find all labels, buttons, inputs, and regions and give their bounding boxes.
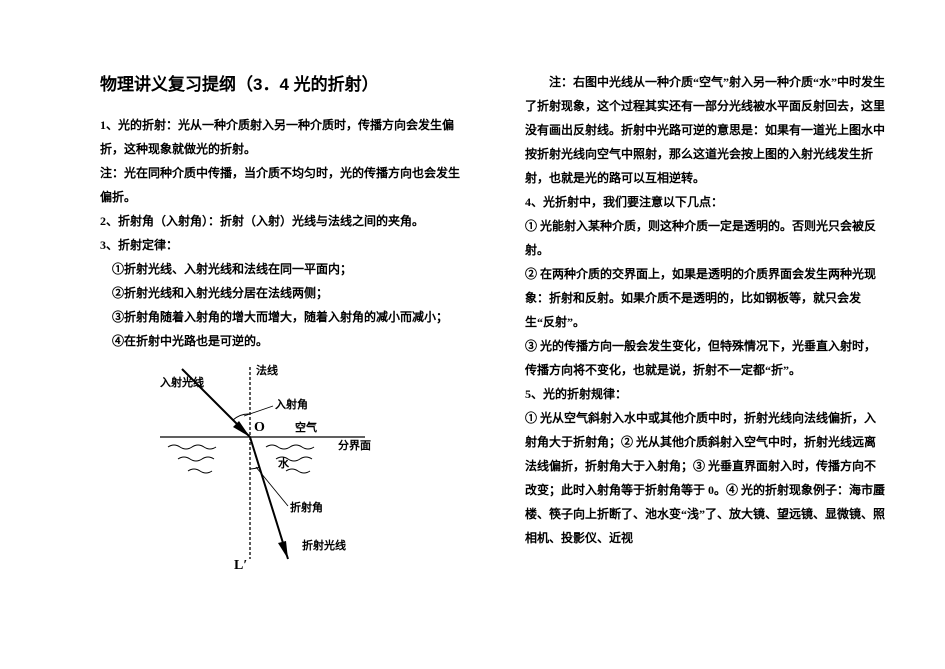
para-2: 注：光在同种介质中传播，当介质不均匀时，光的传播方向也会发生偏折。	[100, 161, 470, 209]
para-3: 2、折射角（入射角）：折射（入射）光线与法线之间的夹角。	[100, 209, 470, 233]
right-para-2: 4、光折射中，我们要注意以下几点：	[525, 190, 885, 214]
label-o: O	[254, 420, 265, 435]
label-refracted-ray: 折射光线	[302, 538, 346, 552]
refraction-diagram: O	[100, 359, 470, 579]
label-incident-ray: 入射光线	[160, 375, 204, 389]
label-air: 空气	[295, 420, 317, 434]
para-5: ①折射光线、入射光线和法线在同一平面内；	[100, 257, 470, 281]
page-title: 物理讲义复习提纲（3．4 光的折射）	[100, 70, 470, 95]
right-para-6: 5、光的折射规律：	[525, 382, 885, 406]
para-8: ④在折射中光路也是可逆的。	[100, 329, 470, 353]
right-para-1: 注：右图中光线从一种介质“空气”射入另一种介质“水”中时发生了折射现象，这个过程…	[525, 70, 885, 190]
label-interface: 分界面	[338, 438, 371, 452]
para-6: ②折射光线和入射光线分居在法线两侧；	[100, 281, 470, 305]
label-normal: 法线	[256, 363, 278, 377]
right-para-7: ① 光从空气斜射入水中或其他介质中时，折射光线向法线偏折，入射角大于折射角；② …	[525, 406, 885, 550]
para-4: 3、折射定律：	[100, 233, 470, 257]
label-incident-angle: 入射角	[275, 397, 308, 411]
para-7: ③折射角随着入射角的增大而增大，随着入射角的减小而减小；	[100, 305, 470, 329]
right-para-4: ② 在两种介质的交界面上，如果是透明的介质界面会发生两种光现象：折射和反射。如果…	[525, 262, 885, 334]
label-water: 水	[278, 456, 290, 470]
para-1: 1、光的折射：光从一种介质射入另一种介质时，传播方向会发生偏折，这种现象就做光的…	[100, 113, 470, 161]
right-para-5: ③ 光的传播方向一般会发生变化，但特殊情况下，光垂直入射时，传播方向将不变化，也…	[525, 334, 885, 382]
right-para-3: ① 光能射入某种介质，则这种介质一定是透明的。否则光只会被反射。	[525, 214, 885, 262]
label-l: L′	[234, 558, 247, 573]
label-refraction-angle: 折射角	[290, 500, 323, 514]
